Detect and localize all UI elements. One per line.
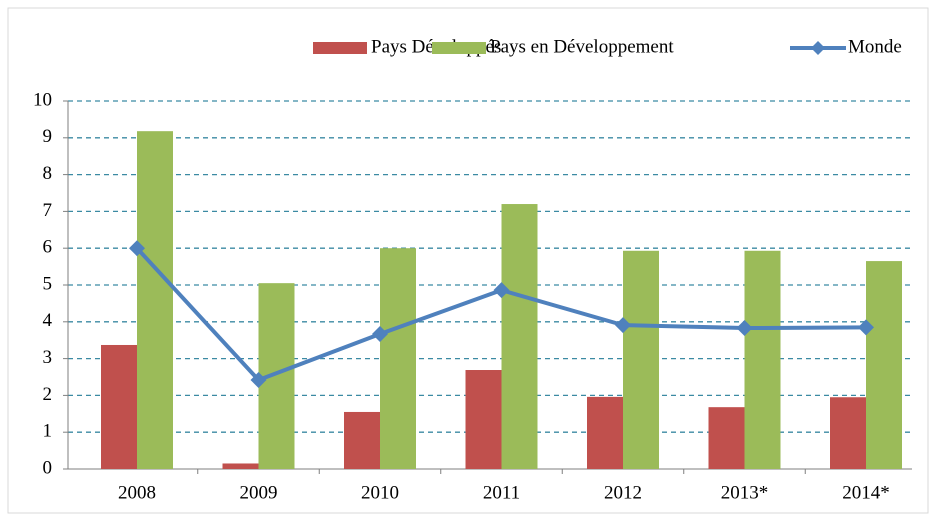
x-tick-label: 2010 bbox=[361, 482, 399, 503]
y-tick-label: 1 bbox=[43, 421, 53, 442]
bar bbox=[587, 396, 623, 469]
x-tick-label: 2012 bbox=[604, 482, 642, 503]
y-tick-label: 7 bbox=[43, 200, 53, 221]
bar bbox=[623, 250, 659, 469]
bar bbox=[101, 344, 137, 469]
x-tick-label: 2014* bbox=[842, 482, 890, 503]
legend-swatch-marker bbox=[811, 41, 825, 55]
y-tick-label: 3 bbox=[43, 347, 53, 368]
bar bbox=[830, 397, 866, 469]
line-marker bbox=[493, 282, 510, 299]
bar bbox=[866, 261, 902, 469]
bar bbox=[744, 250, 781, 469]
bar bbox=[380, 248, 416, 469]
legend-label: Pays en Développement bbox=[490, 36, 674, 57]
legend-label: Monde bbox=[848, 36, 902, 57]
bar bbox=[708, 407, 745, 469]
line-marker bbox=[615, 317, 631, 334]
y-tick-label: 4 bbox=[43, 310, 53, 331]
y-tick-label: 5 bbox=[43, 273, 53, 294]
bar bbox=[344, 411, 380, 469]
bar bbox=[222, 463, 259, 469]
x-tick-label: 2008 bbox=[118, 482, 156, 503]
y-tick-label: 8 bbox=[43, 163, 53, 184]
line-marker bbox=[372, 325, 388, 342]
line-marker bbox=[736, 320, 753, 337]
x-tick-label: 2013* bbox=[721, 482, 769, 503]
y-tick-label: 6 bbox=[43, 237, 53, 258]
bar bbox=[501, 204, 538, 470]
y-tick-label: 9 bbox=[43, 126, 53, 147]
x-tick-label: 2011 bbox=[483, 482, 520, 503]
y-tick-label: 10 bbox=[33, 89, 52, 110]
legend-swatch bbox=[432, 42, 486, 54]
bar bbox=[137, 131, 173, 469]
line-marker bbox=[858, 319, 874, 336]
y-tick-label: 2 bbox=[43, 384, 53, 405]
line-marker bbox=[129, 240, 145, 257]
bar bbox=[465, 370, 502, 469]
x-tick-label: 2009 bbox=[240, 482, 278, 503]
y-tick-label: 0 bbox=[43, 457, 53, 478]
legend-swatch bbox=[313, 42, 367, 54]
line-marker bbox=[250, 371, 267, 388]
